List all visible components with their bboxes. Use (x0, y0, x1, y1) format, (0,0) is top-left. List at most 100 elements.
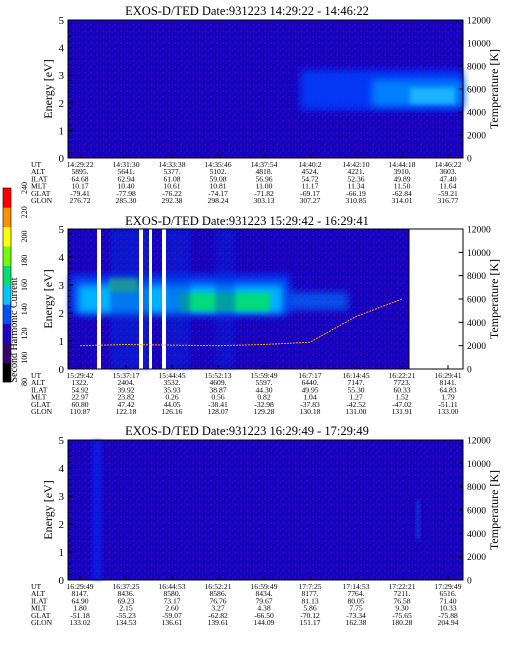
orbit-cell: 17:14:53 (342, 582, 369, 591)
y-tick-label: 3 (59, 491, 65, 503)
orbit-cell: 14:33:38 (158, 160, 185, 169)
y-tick-label: 3 (59, 70, 65, 82)
panel-1-axes: 0 1 2 3 4 5 0 2000 4000 6000 8000 10000 12000 (59, 15, 492, 165)
orbit-cell: -77.98 (116, 189, 136, 198)
orbit-cell: 62.94 (117, 174, 134, 183)
orbit-cell: 139.61 (208, 618, 229, 627)
y2-tick-label: 4000 (467, 109, 486, 119)
orbit-cell: 5895. (71, 167, 88, 176)
orbit-cell: -75.88 (438, 611, 458, 620)
orbit-cell: -79.41 (70, 189, 90, 198)
orbit-cell: 1.04 (303, 393, 316, 402)
orbit-row-label: UT (31, 582, 41, 591)
y2-tick-label: 12000 (467, 17, 491, 27)
orbit-cell: 17:7:25 (298, 582, 321, 591)
orbit-cell: 16:7:17 (298, 371, 321, 380)
panel-2-y2label: Temperature [K] (487, 259, 501, 339)
orbit-cell: 16:29:49 (66, 582, 93, 591)
orbit-cell: 22.97 (71, 393, 88, 402)
y-tick-label: 4 (59, 463, 65, 475)
orbit-cell: 61.08 (163, 174, 180, 183)
orbit-row-label: MLT (31, 182, 47, 191)
orbit-cell: 60.80 (71, 400, 88, 409)
y-tick-label: 2 (59, 308, 65, 320)
orbit-cell: 4609. (209, 378, 226, 387)
colorbar-tick-label: 240 (20, 182, 29, 194)
y-tick-label: 5 (59, 435, 65, 447)
panel-2-right-strip (409, 229, 463, 369)
orbit-cell: 15:44:45 (158, 371, 185, 380)
orbit-cell: 14:29:22 (66, 160, 93, 169)
orbit-cell: 7723. (393, 378, 410, 387)
panel-2-title: EXOS-D/TED Date:931223 15:29:42 - 16:29:… (125, 214, 369, 228)
orbit-cell: 8436. (117, 589, 134, 598)
orbit-cell: 14:37:54 (250, 160, 277, 169)
panel-2-ylabel: Energy [eV] (41, 269, 55, 328)
orbit-cell: 5102. (209, 167, 226, 176)
panel-1-ion-band (300, 70, 463, 110)
orbit-cell: 7211. (394, 589, 411, 598)
panel-1-orbit-table: UTALTILATMLTGLATGLON14:29:225895.64.6810… (31, 160, 462, 205)
orbit-cell: 14:44:18 (388, 160, 415, 169)
orbit-cell: 54.72 (301, 174, 318, 183)
orbit-cell: 298.24 (208, 196, 229, 205)
orbit-cell: 122.18 (116, 407, 137, 416)
y2-tick-label: 2000 (467, 342, 486, 352)
y-tick-label: 4 (59, 252, 65, 264)
orbit-cell: 10.33 (439, 604, 456, 613)
orbit-cell: 14:40:2 (298, 160, 321, 169)
orbit-cell: 11.17 (302, 182, 319, 191)
orbit-cell: 133.00 (438, 407, 459, 416)
orbit-cell: 16:29:41 (434, 371, 461, 380)
orbit-cell: 16:52:21 (204, 582, 231, 591)
orbit-cell: 316.77 (438, 196, 459, 205)
orbit-cell: 5641. (117, 167, 134, 176)
orbit-cell: -71.82 (254, 189, 274, 198)
orbit-cell: 276.72 (70, 196, 91, 205)
y-tick-label: 3 (59, 280, 65, 292)
orbit-cell: 64.68 (71, 174, 88, 183)
orbit-cell: 285.30 (116, 196, 137, 205)
colorbar-swatch (3, 362, 11, 383)
orbit-cell: 10.17 (71, 182, 88, 191)
orbit-cell: 15:59:49 (250, 371, 277, 380)
y2-tick-label: 2000 (467, 553, 486, 563)
orbit-cell: 4.38 (257, 604, 270, 613)
orbit-cell: 11.34 (348, 182, 365, 191)
orbit-cell: 4524. (301, 167, 318, 176)
colorbar-ticks: 80 100 120 140 160 180 200 220 240 (20, 182, 29, 386)
orbit-row-label: GLON (31, 407, 53, 416)
orbit-cell: 204.94 (438, 618, 459, 627)
orbit-row-label: GLAT (31, 611, 51, 620)
orbit-cell: 131.91 (392, 407, 413, 416)
orbit-cell: -70.12 (300, 611, 320, 620)
orbit-cell: 11.00 (256, 182, 273, 191)
panel-1: EXOS-D/TED Date:931223 14:29:22 - 14:46:… (31, 4, 501, 205)
y-tick-label: 1 (59, 125, 65, 137)
colorbar-tick-label: 160 (20, 279, 29, 291)
y2-tick-label: 0 (467, 577, 472, 587)
orbit-cell: 64.90 (71, 596, 88, 605)
orbit-cell: 16:37:25 (112, 582, 139, 591)
orbit-cell: -66.19 (346, 189, 366, 198)
orbit-cell: 2404. (117, 378, 134, 387)
orbit-cell: 128.07 (208, 407, 229, 416)
orbit-cell: 80.05 (347, 596, 364, 605)
orbit-cell: 0.26 (165, 393, 178, 402)
orbit-cell: 126.16 (162, 407, 183, 416)
orbit-cell: 7147. (347, 378, 364, 387)
orbit-cell: -62.84 (392, 189, 412, 198)
orbit-cell: 44.05 (163, 400, 180, 409)
orbit-cell: -51.18 (70, 611, 90, 620)
orbit-cell: 151.17 (300, 618, 321, 627)
orbit-cell: 6440. (301, 378, 318, 387)
orbit-cell: 15:29:42 (66, 371, 93, 380)
orbit-cell: 35.93 (163, 385, 180, 394)
orbit-row-label: ALT (31, 167, 45, 176)
orbit-cell: 16:22:21 (388, 371, 415, 380)
colorbar-swatch (3, 226, 11, 247)
orbit-cell: 2.60 (165, 604, 178, 613)
panel-3-faint-streaks (92, 440, 420, 580)
colorbar-swatch (3, 323, 11, 344)
